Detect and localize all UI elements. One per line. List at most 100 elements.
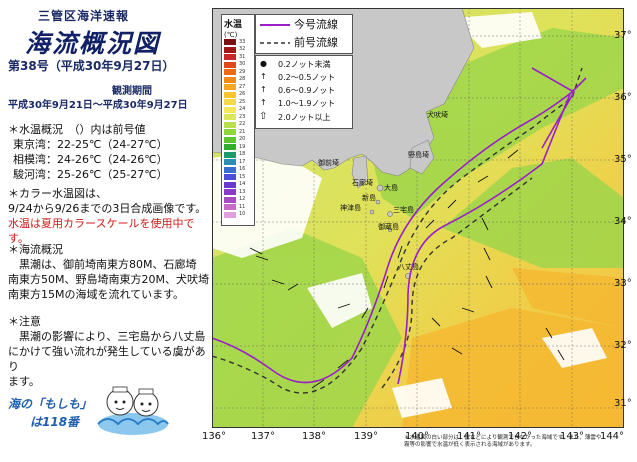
- current-line: 南東方15Mの海域を流れています。: [8, 288, 185, 301]
- lon-tick: 143°: [559, 431, 585, 442]
- place-label: 野島埼: [408, 151, 429, 159]
- color-scale-label: 22: [239, 121, 246, 127]
- color-scale-label: 12: [239, 196, 246, 202]
- lon-tick: 141°: [456, 431, 482, 442]
- color-scale-label: 24: [239, 106, 246, 112]
- izu-peninsula: [351, 155, 369, 189]
- speed-hollow-arrow-icon: ⇧: [259, 111, 268, 122]
- color-scale-swatch: [224, 144, 236, 150]
- color-scale-swatch: [224, 174, 236, 180]
- color-scale-label: 17: [239, 158, 246, 165]
- color-scale-swatch: [224, 204, 236, 210]
- current-current-line: [397, 93, 571, 385]
- speed-arrow-icon: ↑: [260, 85, 267, 94]
- water-temp-section: ＊水温概況 （）内は前号値 東京湾：22-25℃（24-27℃） 相模湾：24-…: [8, 122, 168, 182]
- lat-tick: 33°: [614, 278, 632, 289]
- color-scale-swatch: [224, 114, 236, 120]
- color-scale-label: 30: [239, 61, 246, 67]
- color-scale-label: 33: [239, 38, 246, 45]
- caution-section: ＊注意 黒潮の影響により、三宅島から八丈島 にかけて強い流れが発生している虞があ…: [8, 314, 212, 389]
- speed-label: 1.0～1.9ノット: [278, 99, 336, 108]
- color-scale-label: 31: [239, 53, 246, 60]
- current-line-legend: 今号流線 前号流線: [255, 14, 353, 54]
- color-scale-swatch: [224, 69, 236, 75]
- color-scale-swatch: [224, 99, 236, 105]
- speed-label: 0.2ノット未満: [278, 60, 331, 69]
- color-scale-swatch: [224, 129, 236, 135]
- slogan-line: 海の「もしも」: [8, 397, 93, 411]
- color-scale-swatch: [224, 181, 236, 188]
- lon-tick: 140°: [404, 431, 430, 442]
- lon-tick: 138°: [301, 431, 327, 442]
- color-scale-swatch: [224, 106, 236, 113]
- color-scale-swatch: [224, 76, 236, 83]
- izu-islands: [369, 184, 411, 279]
- lat-tick: 31°: [614, 398, 632, 409]
- color-note-body: 9/24から9/26までの3日合成画像です。: [8, 202, 207, 215]
- legend-current-now: 今号流線: [294, 18, 338, 31]
- lat-tick: 36°: [614, 92, 632, 103]
- lon-tick: 139°: [353, 431, 379, 442]
- color-scale-label: 29: [239, 68, 246, 75]
- speed-label: 2.0ノット以上: [278, 113, 331, 122]
- place-label: 大島: [384, 184, 398, 192]
- speed-label: 0.2～0.5ノット: [278, 73, 336, 82]
- lat-tick: 37°: [614, 30, 632, 41]
- place-label: 三宅島: [393, 206, 414, 214]
- color-note-section: ＊カラー水温図は、 9/24から9/26までの3日合成画像です。 水温は夏用カラ…: [8, 186, 212, 246]
- lon-tick: 137°: [250, 431, 276, 442]
- cloud-note: ＊水温図の白い部分は、雲などにより観測できなかった海域です。また、薄雲や霧等の影…: [404, 435, 602, 448]
- page-title: 海流概況図: [25, 29, 161, 58]
- color-scale-label: 10: [239, 211, 246, 217]
- caution-line: ます。: [8, 375, 40, 388]
- current-line: 南東方50M、野島埼南東方20M、犬吠埼: [8, 273, 209, 286]
- place-label: 御蔵島: [378, 223, 399, 231]
- speed-dot-icon: ●: [260, 59, 267, 68]
- legend-temp-title: 水温 (℃): [224, 20, 243, 39]
- current-current-line: [531, 67, 576, 149]
- color-scale-label: 20: [239, 136, 246, 142]
- current-vectors: [249, 149, 565, 389]
- color-scale-label: 21: [239, 128, 246, 135]
- color-scale-swatch: [224, 196, 236, 203]
- color-scale-swatch: [224, 121, 236, 128]
- current-section: ＊海流概況 黒潮は、御前埼南東方80M、石廊埼 南東方50M、野島埼南東方20M…: [8, 242, 209, 302]
- color-scale-swatch: [224, 46, 236, 53]
- color-scale-swatch: [224, 151, 236, 158]
- color-scale-swatch: [224, 91, 236, 98]
- color-scale-label: 14: [239, 181, 246, 187]
- color-scale-label: 18: [239, 151, 246, 157]
- color-scale-label: 27: [239, 83, 246, 90]
- color-scale-label: 11: [239, 203, 246, 210]
- place-label: 新島: [362, 194, 376, 202]
- issue-number: 第38号（平成30年9月27日）: [8, 59, 175, 73]
- caution-line: にかけて強い流れが発生している虞があり: [8, 345, 206, 373]
- speed-label: 0.6～0.9ノット: [278, 86, 336, 95]
- color-note-heading: ＊カラー水温図は、: [8, 187, 107, 200]
- caution-heading: ＊注意: [8, 315, 41, 328]
- temperature-legend: 水温 (℃) 33 32 31 30 29 28 27 26 25 24 23 22 21 20 19 18 17…: [221, 14, 255, 226]
- legend-current-prev: 前号流線: [294, 36, 338, 49]
- place-label: 神津島: [340, 204, 361, 212]
- info-panel: 三管区海洋速報 海流概況図 第38号（平成30年9月27日） 観測期間 平成30…: [0, 0, 212, 462]
- color-scale-swatch: [224, 39, 236, 45]
- color-scale-swatch: [224, 54, 236, 60]
- current-speed-legend: ● 0.2ノット未満 ↑ 0.2～0.5ノット ↑ 0.6～0.9ノット ↑ 1…: [255, 55, 353, 129]
- mascot-illustration: [97, 386, 169, 435]
- summer-scale-note: 水温は夏用カラースケールを使用中です。: [8, 217, 195, 245]
- color-scale-label: 19: [239, 143, 246, 150]
- lon-tick: 142°: [507, 431, 533, 442]
- agency-title: 三管区海洋速報: [38, 9, 130, 23]
- previous-current-line: [212, 67, 583, 394]
- color-scale-label: 15: [239, 173, 246, 180]
- place-label: 八丈島: [398, 263, 419, 271]
- current-current-line: [212, 77, 587, 384]
- color-scale-label: 25: [239, 98, 246, 105]
- color-scale-label: 26: [239, 91, 246, 97]
- current-line-sample: [260, 24, 290, 26]
- previous-line-sample: [260, 42, 290, 44]
- color-scale-swatch: [224, 136, 236, 143]
- water-temp-row: 東京湾：22-25℃（24-27℃）: [13, 138, 168, 151]
- water-temp-heading: ＊水温概況 （）内は前号値: [8, 123, 146, 136]
- current-line: 黒潮は、御前埼南東方80M、石廊埼: [8, 258, 197, 271]
